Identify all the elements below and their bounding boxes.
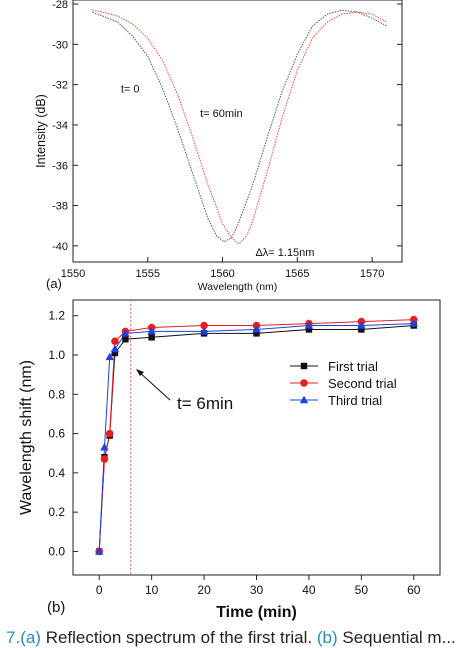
panel-b-point-series-2: [100, 455, 109, 463]
panel-a-plot-frame: [72, 0, 403, 263]
panel-a-x-axis-title: Wavelength (nm): [198, 281, 278, 293]
panel-a-label: (a): [46, 276, 62, 291]
panel-b-ytick-label: 0.0: [48, 544, 65, 558]
panel-b-xtick-label: 40: [302, 583, 316, 597]
panel-b-xtick-label: 50: [355, 583, 369, 597]
panel-b-point-series-2: [200, 321, 208, 330]
panel-a-xtick-label: 1565: [285, 268, 309, 280]
panel-a-ytick-label: -34: [52, 120, 68, 132]
panel-b-ytick-label: 1.2: [48, 309, 65, 323]
figure-caption: 7.(a) Reflection spectrum of the first t…: [0, 628, 474, 648]
panel-b-annotation-arrowhead: [136, 369, 144, 376]
panel-b-x-axis-title: Time (min): [216, 604, 297, 621]
panel-b-point-series-1: [253, 330, 260, 337]
panel-a-annotation-t0: t= 0: [121, 84, 140, 96]
panel-b-legend-marker-3: [299, 395, 309, 404]
panel-a-series-line-2: [92, 9, 388, 245]
panel-b-ytick-label: 0.4: [48, 466, 65, 480]
panel-b-point-series-3: [357, 321, 366, 329]
panel-a-xtick-label: 1555: [136, 268, 160, 280]
panel-b-xtick-label: 60: [407, 583, 421, 597]
panel-b-y-axis-title: Wavelength shift (nm): [18, 360, 35, 515]
panel-a-ytick-label: -36: [52, 160, 68, 172]
panel-b-point-series-1: [358, 326, 365, 333]
caption-figure-number: 7.: [6, 628, 21, 647]
panel-b-point-series-3: [304, 321, 314, 329]
panel-b-annotation-label: t= 6min: [177, 394, 233, 413]
panel-a-annotation-t60: t= 60min: [200, 108, 243, 120]
panel-b-legend-label-3: Third trial: [328, 393, 382, 408]
panel-a-ytick-label: -38: [52, 201, 68, 213]
panel-a-xtick-label: 1560: [210, 268, 234, 280]
panel-a-xtick-label: 1550: [61, 268, 85, 280]
panel-b-annotation-arrow: [137, 370, 171, 401]
panel-b-ytick-label: 1.0: [48, 348, 65, 362]
panel-b-point-series-3: [95, 547, 104, 555]
panel-b-legend-marker-2: [300, 379, 308, 387]
panel-b-point-series-3: [252, 325, 261, 333]
panel-b-point-series-3: [110, 344, 120, 353]
panel-b-point-series-3: [199, 327, 209, 335]
panel-b-series-line-3: [98, 323, 414, 552]
panel-b-legend-label-1: First trial: [328, 359, 378, 374]
panel-a-y-axis-title: Intensity (dB): [34, 94, 48, 168]
panel-b-ytick-label: 0.8: [48, 387, 65, 401]
panel-b-xtick-label: 10: [145, 583, 159, 597]
caption-text-b: Sequential m...: [337, 628, 456, 647]
panel-b-point-series-3: [121, 328, 130, 337]
panel-b-point-series-2: [105, 429, 114, 438]
panel-b-point-series-1: [148, 334, 155, 341]
panel-b-xtick-label: 20: [197, 583, 211, 597]
panel-b-point-series-1: [122, 336, 129, 343]
panel-a-ytick-label: -32: [52, 80, 68, 92]
panel-b-ytick-label: 0.6: [48, 427, 65, 441]
panel-b-xtick-label: 0: [96, 583, 103, 597]
panel-b-point-series-3: [105, 352, 114, 361]
panel-b-ytick-label: 0.2: [48, 505, 65, 519]
panel-b-point-series-3: [100, 442, 109, 451]
panel-a-series-line-1: [92, 9, 388, 243]
panel-b-point-series-3: [147, 327, 156, 335]
panel-a-ytick-label: -28: [52, 0, 68, 11]
panel-a-ytick-label: -40: [52, 241, 68, 253]
panel-b-label: (b): [47, 599, 65, 616]
panel-b-point-series-1: [111, 349, 119, 357]
panel-a-ytick-label: -30: [52, 39, 68, 51]
panel-b-point-series-3: [409, 319, 418, 327]
caption-text-a: Reflection spectrum of the first trial.: [40, 628, 317, 647]
caption-ref-a: (a): [20, 628, 41, 647]
panel-b-xtick-label: 30: [250, 583, 264, 597]
panel-b-legend-marker-1: [300, 362, 308, 370]
panel-a-xtick-label: 1570: [360, 268, 384, 280]
panel-a-annotation-delta: Δλ= 1.15nm: [255, 247, 314, 259]
panel-b-point-series-2: [111, 337, 119, 346]
panel-b-series-line-2: [98, 319, 414, 552]
caption-ref-b: (b): [316, 628, 338, 647]
panel-b-legend-label-2: Second trial: [328, 376, 397, 391]
panel-b-point-series-1: [305, 326, 313, 333]
